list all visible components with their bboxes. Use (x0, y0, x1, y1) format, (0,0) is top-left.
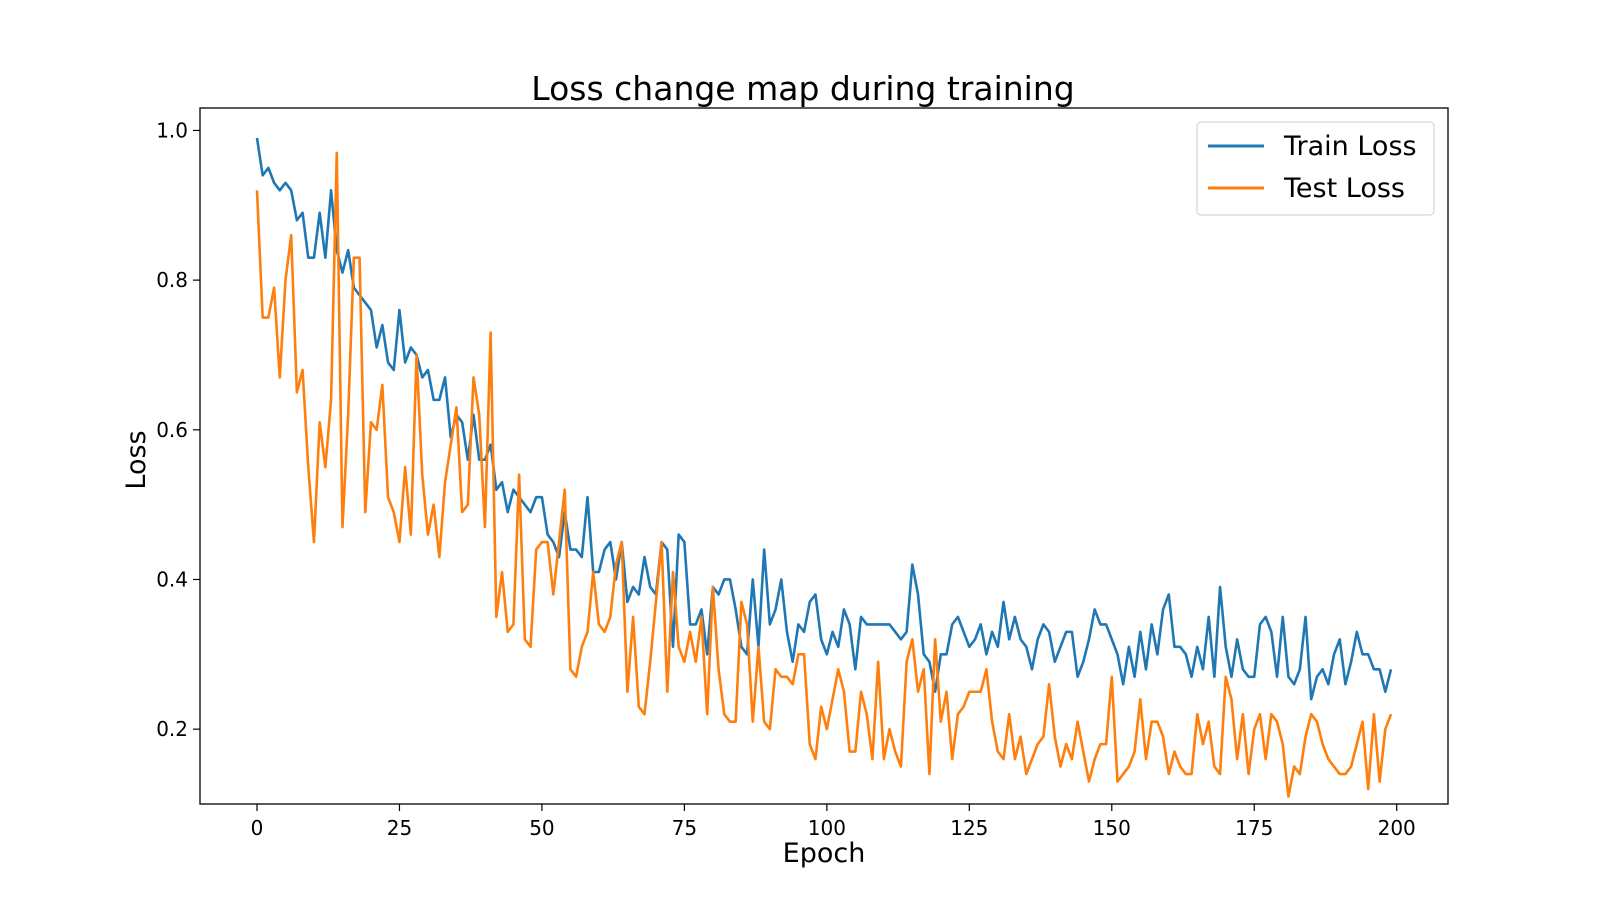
y-tick-label: 0.8 (156, 268, 188, 292)
x-tick-label: 50 (529, 816, 554, 840)
x-tick-label: 25 (387, 816, 412, 840)
chart-title: Loss change map during training (531, 69, 1074, 108)
x-tick-label: 100 (808, 816, 846, 840)
legend: Train Loss Test Loss (1196, 121, 1435, 216)
legend-label-test: Test Loss (1283, 173, 1405, 204)
x-tick-label: 150 (1093, 816, 1131, 840)
y-tick-label: 1.0 (156, 118, 188, 142)
x-axis-label: Epoch (783, 838, 866, 869)
y-tick-label: 0.2 (156, 717, 188, 741)
plot-frame (199, 107, 1449, 805)
test-loss-line (255, 151, 1393, 798)
x-tick-label: 175 (1235, 816, 1273, 840)
legend-label-train: Train Loss (1283, 131, 1417, 162)
y-axis-label: Loss (121, 430, 152, 489)
y-tick-label: 0.6 (156, 418, 188, 442)
x-tick-label: 0 (251, 816, 264, 840)
train-loss-line (255, 137, 1393, 701)
series-layer (255, 137, 1393, 798)
x-tick-label: 200 (1378, 816, 1416, 840)
x-axis: 0 25 50 75 100 125 150 175 200 (251, 804, 1416, 840)
x-tick-label: 125 (950, 816, 988, 840)
x-tick-label: 75 (672, 816, 697, 840)
y-tick-label: 0.4 (156, 567, 188, 591)
y-axis: 0.2 0.4 0.6 0.8 1.0 (156, 118, 200, 741)
